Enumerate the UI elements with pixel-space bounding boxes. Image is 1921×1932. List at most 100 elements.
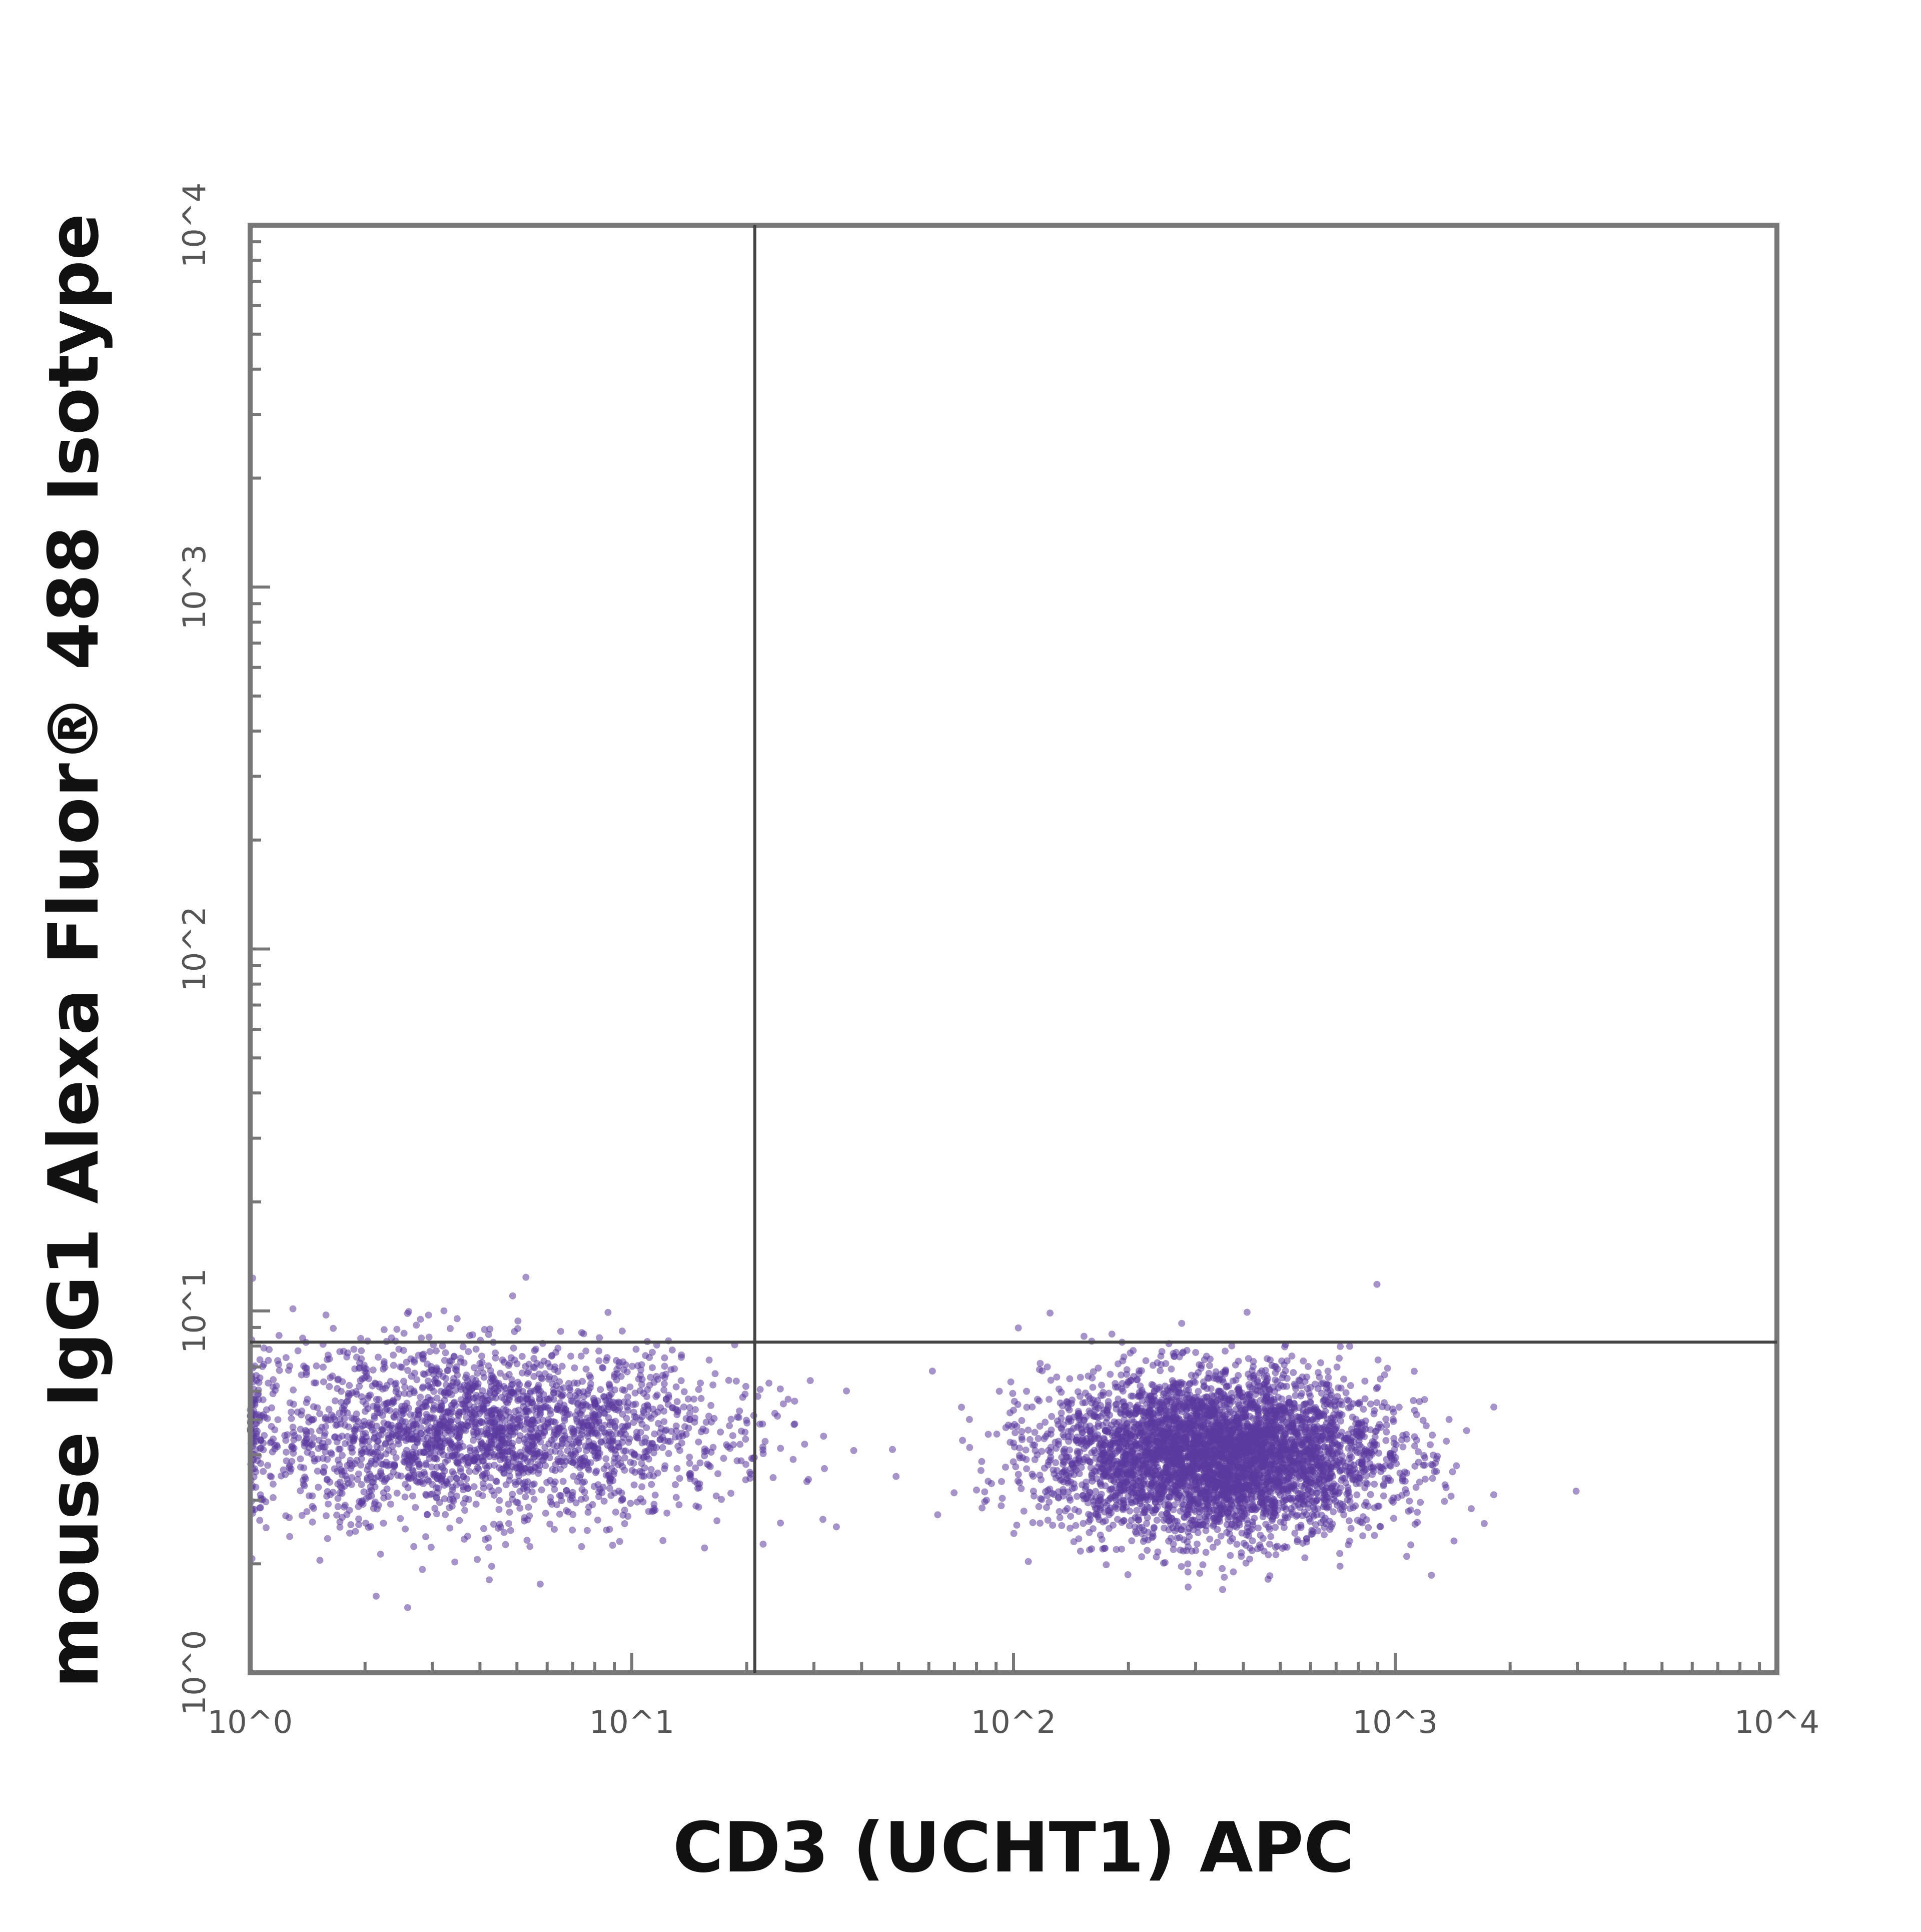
scatter-point bbox=[1128, 1537, 1136, 1545]
scatter-point bbox=[594, 1516, 601, 1524]
scatter-point bbox=[1232, 1361, 1239, 1369]
scatter-point bbox=[401, 1383, 409, 1391]
scatter-point bbox=[594, 1432, 602, 1439]
scatter-point bbox=[290, 1401, 297, 1408]
scatter-point bbox=[525, 1361, 533, 1368]
scatter-point bbox=[464, 1392, 472, 1400]
scatter-point bbox=[473, 1370, 481, 1377]
scatter-point bbox=[404, 1367, 412, 1374]
scatter-point bbox=[630, 1452, 638, 1459]
scatter-point bbox=[697, 1428, 705, 1436]
scatter-point bbox=[1086, 1458, 1094, 1466]
scatter-point bbox=[1314, 1369, 1322, 1376]
scatter-point bbox=[979, 1504, 986, 1512]
scatter-point bbox=[675, 1501, 683, 1509]
scatter-point bbox=[490, 1405, 498, 1413]
scatter-point bbox=[346, 1391, 353, 1399]
scatter-point bbox=[509, 1451, 517, 1459]
scatter-point bbox=[727, 1416, 735, 1423]
scatter-point bbox=[536, 1397, 543, 1404]
scatter-point bbox=[571, 1433, 578, 1441]
scatter-point bbox=[1016, 1479, 1023, 1486]
scatter-point bbox=[594, 1445, 602, 1453]
scatter-point bbox=[727, 1490, 734, 1497]
scatter-point bbox=[431, 1505, 439, 1512]
scatter-point bbox=[522, 1407, 530, 1414]
scatter-point bbox=[729, 1432, 736, 1440]
scatter-point bbox=[654, 1376, 661, 1383]
scatter-point bbox=[447, 1438, 454, 1445]
scatter-point bbox=[271, 1426, 279, 1434]
scatter-point bbox=[453, 1492, 460, 1500]
scatter-point bbox=[495, 1487, 502, 1494]
scatter-point bbox=[1349, 1414, 1356, 1421]
scatter-point bbox=[1298, 1390, 1306, 1397]
scatter-point bbox=[470, 1483, 478, 1491]
scatter-point bbox=[567, 1452, 574, 1459]
scatter-point bbox=[314, 1404, 321, 1412]
scatter-point bbox=[315, 1437, 323, 1444]
scatter-point bbox=[554, 1405, 561, 1412]
scatter-point bbox=[351, 1433, 358, 1440]
scatter-point bbox=[441, 1357, 448, 1364]
scatter-point bbox=[380, 1326, 388, 1334]
scatter-point bbox=[578, 1427, 586, 1435]
scatter-point bbox=[673, 1398, 681, 1406]
scatter-point bbox=[509, 1431, 517, 1438]
scatter-point bbox=[695, 1386, 702, 1393]
scatter-point bbox=[1403, 1553, 1410, 1560]
scatter-point bbox=[618, 1423, 626, 1430]
scatter-point bbox=[478, 1418, 485, 1426]
scatter-point bbox=[1336, 1550, 1344, 1557]
scatter-point bbox=[488, 1563, 495, 1570]
scatter-point bbox=[275, 1361, 283, 1368]
scatter-point bbox=[1346, 1493, 1353, 1500]
scatter-point bbox=[341, 1415, 348, 1423]
scatter-point bbox=[1245, 1355, 1252, 1362]
scatter-point bbox=[615, 1399, 622, 1406]
scatter-point bbox=[686, 1410, 693, 1418]
scatter-point bbox=[738, 1428, 745, 1435]
scatter-point bbox=[438, 1473, 446, 1480]
scatter-point bbox=[654, 1409, 661, 1416]
scatter-point bbox=[647, 1374, 654, 1381]
scatter-point bbox=[619, 1495, 626, 1503]
scatter-point bbox=[404, 1604, 411, 1611]
scatter-point bbox=[389, 1425, 396, 1432]
scatter-point bbox=[310, 1505, 318, 1512]
scatter-point bbox=[413, 1376, 421, 1384]
scatter-point bbox=[321, 1464, 328, 1471]
scatter-point bbox=[253, 1372, 260, 1379]
scatter-point bbox=[550, 1418, 557, 1426]
scatter-point bbox=[355, 1521, 363, 1528]
scatter-point bbox=[291, 1432, 298, 1439]
scatter-point bbox=[1443, 1438, 1450, 1445]
scatter-point bbox=[270, 1435, 277, 1443]
scatter-point bbox=[663, 1509, 671, 1517]
scatter-point bbox=[624, 1393, 631, 1401]
scatter-point bbox=[392, 1454, 400, 1461]
scatter-point bbox=[454, 1372, 461, 1379]
scatter-point bbox=[510, 1416, 517, 1423]
scatter-point bbox=[346, 1529, 353, 1537]
scatter-point bbox=[449, 1468, 456, 1476]
scatter-point bbox=[677, 1377, 685, 1385]
scatter-point bbox=[1067, 1513, 1075, 1520]
scatter-point bbox=[351, 1365, 359, 1373]
scatter-point bbox=[393, 1489, 401, 1497]
scatter-point bbox=[950, 1489, 958, 1497]
scatter-point bbox=[589, 1412, 597, 1419]
scatter-point bbox=[322, 1312, 330, 1319]
scatter-point bbox=[487, 1367, 494, 1375]
scatter-point bbox=[313, 1362, 320, 1370]
scatter-point bbox=[412, 1504, 419, 1511]
scatter-point bbox=[478, 1353, 485, 1360]
scatter-point bbox=[784, 1396, 792, 1403]
scatter-point bbox=[515, 1411, 523, 1419]
scatter-point bbox=[582, 1347, 590, 1355]
scatter-point bbox=[350, 1346, 358, 1353]
scatter-point bbox=[480, 1448, 488, 1455]
scatter-point bbox=[627, 1500, 634, 1507]
scatter-point bbox=[516, 1505, 524, 1512]
scatter-point bbox=[605, 1414, 612, 1422]
